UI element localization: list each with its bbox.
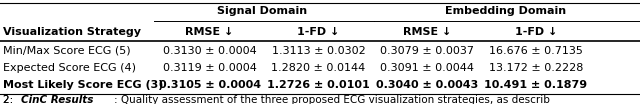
Text: CinC Results: CinC Results xyxy=(20,95,93,104)
Text: 10.491 ± 0.1879: 10.491 ± 0.1879 xyxy=(484,80,588,90)
Text: 1-FD ↓: 1-FD ↓ xyxy=(297,27,340,37)
Text: : Quality assessment of the three proposed ECG visualization strategies, as desc: : Quality assessment of the three propos… xyxy=(114,95,550,104)
Text: 13.172 ± 0.2228: 13.172 ± 0.2228 xyxy=(489,63,583,73)
Text: 1.2820 ± 0.0144: 1.2820 ± 0.0144 xyxy=(271,63,365,73)
Text: 0.3079 ± 0.0037: 0.3079 ± 0.0037 xyxy=(380,46,474,56)
Text: Embedding Domain: Embedding Domain xyxy=(445,6,566,16)
Text: 2:: 2: xyxy=(3,95,19,104)
Text: 2:: 2: xyxy=(3,95,17,104)
Text: RMSE ↓: RMSE ↓ xyxy=(186,27,234,37)
Text: Min/Max Score ECG (5): Min/Max Score ECG (5) xyxy=(3,46,131,56)
Text: Visualization Strategy: Visualization Strategy xyxy=(3,27,141,37)
Text: Most Likely Score ECG (3): Most Likely Score ECG (3) xyxy=(3,80,164,90)
Text: Signal Domain: Signal Domain xyxy=(218,6,307,16)
Text: 0.3105 ± 0.0004: 0.3105 ± 0.0004 xyxy=(159,80,260,90)
Text: Expected Score ECG (4): Expected Score ECG (4) xyxy=(3,63,136,73)
Text: 0.3119 ± 0.0004: 0.3119 ± 0.0004 xyxy=(163,63,257,73)
Text: 1-FD ↓: 1-FD ↓ xyxy=(515,27,557,37)
Text: 1.2726 ± 0.0101: 1.2726 ± 0.0101 xyxy=(267,80,370,90)
Text: 0.3040 ± 0.0043: 0.3040 ± 0.0043 xyxy=(376,80,478,90)
Text: 0.3130 ± 0.0004: 0.3130 ± 0.0004 xyxy=(163,46,257,56)
Text: RMSE ↓: RMSE ↓ xyxy=(403,27,451,37)
Text: 0.3091 ± 0.0044: 0.3091 ± 0.0044 xyxy=(380,63,474,73)
Text: 16.676 ± 0.7135: 16.676 ± 0.7135 xyxy=(489,46,583,56)
Text: 1.3113 ± 0.0302: 1.3113 ± 0.0302 xyxy=(271,46,365,56)
